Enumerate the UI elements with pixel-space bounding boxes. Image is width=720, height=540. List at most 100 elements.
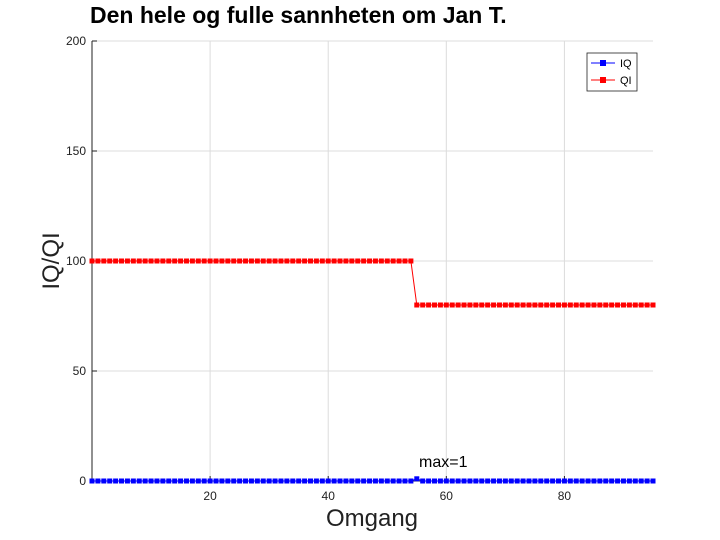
data-point-iq [390, 478, 396, 484]
data-point-iq [561, 478, 567, 484]
data-point-iq [278, 478, 284, 484]
data-point-iq [384, 478, 390, 484]
data-point-qi [367, 258, 373, 264]
data-point-iq [485, 478, 491, 484]
data-point-iq [467, 478, 473, 484]
data-point-iq [343, 478, 349, 484]
data-point-iq [290, 478, 296, 484]
data-point-qi [496, 302, 502, 308]
data-point-qi [402, 258, 408, 264]
data-point-qi [142, 258, 148, 264]
data-point-qi [615, 302, 621, 308]
data-point-iq [142, 478, 148, 484]
data-point-iq [331, 478, 337, 484]
data-point-iq [136, 478, 142, 484]
data-point-qi [302, 258, 308, 264]
y-tick-label: 0 [79, 474, 86, 488]
data-point-qi [378, 258, 384, 264]
data-point-qi [201, 258, 207, 264]
tick-labels: 20 40 60 80 0 50 100 150 200 [66, 34, 571, 503]
data-point-iq [183, 478, 189, 484]
data-point-qi [603, 302, 609, 308]
data-point-iq [550, 478, 556, 484]
data-point-qi [130, 258, 136, 264]
data-point-iq [609, 478, 615, 484]
data-point-iq [260, 478, 266, 484]
data-point-qi [248, 258, 254, 264]
data-point-qi [195, 258, 201, 264]
data-point-qi [343, 258, 349, 264]
data-point-iq [491, 478, 497, 484]
data-point-iq [195, 478, 201, 484]
x-tick-label: 80 [558, 489, 572, 503]
data-point-qi [272, 258, 278, 264]
data-point-iq [473, 478, 479, 484]
data-point-qi [632, 302, 638, 308]
max-annotation: max=1 [419, 454, 468, 471]
data-point-qi [101, 258, 107, 264]
data-point-iq [266, 478, 272, 484]
data-point-iq [479, 478, 485, 484]
data-point-qi [260, 258, 266, 264]
data-point-iq [313, 478, 319, 484]
data-point-iq [160, 478, 166, 484]
data-point-iq [455, 478, 461, 484]
data-point-qi [254, 258, 260, 264]
data-point-iq [148, 478, 154, 484]
data-point-qi [479, 302, 485, 308]
data-point-iq [620, 478, 626, 484]
data-point-qi [355, 258, 361, 264]
data-point-qi [567, 302, 573, 308]
data-point-qi [449, 302, 455, 308]
data-point-qi [526, 302, 532, 308]
data-point-iq [337, 478, 343, 484]
data-point-iq [520, 478, 526, 484]
data-point-iq [508, 478, 514, 484]
data-point-iq [89, 478, 95, 484]
data-point-iq [443, 478, 449, 484]
data-point-qi [538, 302, 544, 308]
data-point-iq [532, 478, 538, 484]
data-point-qi [266, 258, 272, 264]
legend: IQ QI [586, 52, 638, 92]
data-point-qi [331, 258, 337, 264]
data-point-qi [408, 258, 414, 264]
data-point-iq [237, 478, 243, 484]
data-point-qi [396, 258, 402, 264]
data-point-qi [183, 258, 189, 264]
data-point-qi [644, 302, 650, 308]
y-tick-label: 100 [66, 254, 86, 268]
data-point-iq [325, 478, 331, 484]
data-point-iq [615, 478, 621, 484]
data-point-qi [491, 302, 497, 308]
legend-box [586, 52, 638, 92]
data-point-iq [107, 478, 113, 484]
data-point-qi [219, 258, 225, 264]
data-point-iq [414, 476, 420, 482]
data-point-iq [538, 478, 544, 484]
data-point-iq [437, 478, 443, 484]
data-point-iq [502, 478, 508, 484]
data-point-iq [526, 478, 532, 484]
data-point-iq [396, 478, 402, 484]
series-iq [89, 476, 656, 484]
data-point-iq [154, 478, 160, 484]
chart-title: Den hele og fulle sannheten om Jan T. [90, 2, 507, 28]
data-point-qi [443, 302, 449, 308]
data-point-qi [349, 258, 355, 264]
data-point-iq [207, 478, 213, 484]
data-point-qi [432, 302, 438, 308]
data-point-iq [101, 478, 107, 484]
data-point-qi [178, 258, 184, 264]
data-point-qi [337, 258, 343, 264]
data-point-qi [561, 302, 567, 308]
data-point-iq [319, 478, 325, 484]
data-point-qi [107, 258, 113, 264]
x-tick-label: 60 [440, 489, 454, 503]
legend-label-iq: IQ [620, 58, 632, 70]
x-axis-label: Omgang [326, 505, 418, 532]
data-point-iq [556, 478, 562, 484]
data-point-iq [638, 478, 644, 484]
data-point-qi [166, 258, 172, 264]
